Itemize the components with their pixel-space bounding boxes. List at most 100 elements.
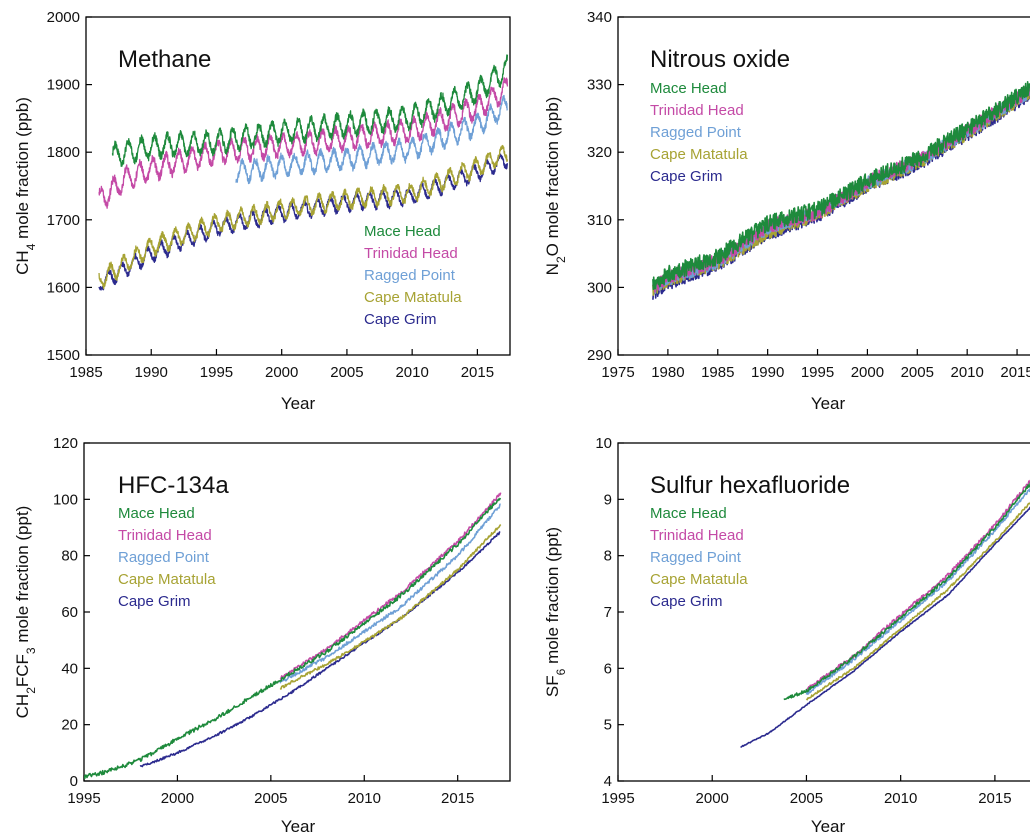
methane-series-cape-matatula [98, 144, 509, 290]
hfc-134a-legend-trinidad-head: Trinidad Head [118, 527, 212, 544]
sulfur-hexafluoride-series-trinidad-head [806, 479, 1030, 691]
methane-y-tick-label: 1500 [47, 347, 80, 364]
sulfur-hexafluoride-series-cape-grim [740, 506, 1030, 748]
hfc-134a-x-tick-label: 2010 [348, 790, 381, 807]
nitrous-oxide-series-mace-head [652, 80, 1030, 291]
nitrous-oxide-x-tick-label: 1990 [751, 364, 784, 381]
hfc-134a-series-cape-grim [139, 531, 501, 768]
nitrous-oxide-y-tick-label: 300 [587, 279, 612, 296]
hfc-134a-panel: HFC-134a Year CH2FCF3 mole fraction (ppt… [13, 435, 511, 836]
sulfur-hexafluoride-y-tick-label: 6 [604, 660, 612, 677]
sulfur-hexafluoride-panel-title: Sulfur hexafluoride [650, 472, 850, 499]
hfc-134a-y-tick-label: 40 [61, 660, 78, 677]
nitrous-oxide-legend-cape-grim: Cape Grim [650, 168, 723, 185]
nitrous-oxide-axis-ticks: 1975 1980 1985 1990 1995 2000 2005 2010 2015 290 3… [587, 9, 1030, 381]
nitrous-oxide-legend: Mace Head Trinidad Head Ragged Point Cape M… [650, 80, 748, 185]
methane-y-tick-label: 1600 [47, 279, 80, 296]
methane-legend-trinidad-head: Trinidad Head [364, 245, 458, 262]
sulfur-hexafluoride-legend-cape-grim: Cape Grim [650, 593, 723, 610]
hfc-134a-y-tick-label: 120 [53, 435, 78, 452]
hfc-134a-y-tick-label: 100 [53, 491, 78, 508]
nitrous-oxide-legend-ragged-point: Ragged Point [650, 124, 742, 141]
hfc-134a-legend-cape-matatula: Cape Matatula [118, 571, 216, 588]
sulfur-hexafluoride-y-tick-label: 5 [604, 717, 612, 734]
sulfur-hexafluoride-legend-ragged-point: Ragged Point [650, 549, 742, 566]
sulfur-hexafluoride-x-tick-label: 1995 [601, 790, 634, 807]
nitrous-oxide-legend-mace-head: Mace Head [650, 80, 727, 97]
hfc-134a-legend-mace-head: Mace Head [118, 505, 195, 522]
hfc-134a-y-tick-label: 20 [61, 717, 78, 734]
methane-x-tick-label: 2005 [330, 364, 363, 381]
hfc-134a-axis-ticks: 1995 2000 2005 2010 2015 0 20 40 60 80 100 120 [53, 435, 474, 807]
hfc-134a-legend-ragged-point: Ragged Point [118, 549, 210, 566]
sulfur-hexafluoride-series-ragged-point [805, 487, 1030, 695]
methane-y-tick-label: 2000 [47, 9, 80, 26]
methane-series-ragged-point [235, 94, 508, 185]
methane-x-axis-title: Year [281, 394, 316, 413]
hfc-134a-legend: Mace Head Trinidad Head Ragged Point Cape M… [118, 505, 216, 610]
nitrous-oxide-panel-title: Nitrous oxide [650, 46, 790, 73]
nitrous-oxide-y-axis-title: N2O mole fraction (ppb) [543, 97, 568, 276]
methane-x-tick-label: 2015 [461, 364, 494, 381]
methane-x-tick-label: 1985 [69, 364, 102, 381]
nitrous-oxide-legend-cape-matatula: Cape Matatula [650, 146, 748, 163]
hfc-134a-x-tick-label: 2015 [441, 790, 474, 807]
methane-x-tick-label: 2000 [265, 364, 298, 381]
methane-plot-frame [85, 16, 511, 356]
hfc-134a-y-tick-label: 80 [61, 548, 78, 565]
hfc-134a-legend-cape-grim: Cape Grim [118, 593, 191, 610]
nitrous-oxide-x-tick-label: 1980 [651, 364, 684, 381]
hfc-134a-y-axis-title: CH2FCF3 mole fraction (ppt) [13, 506, 38, 719]
methane-y-tick-label: 1800 [47, 144, 80, 161]
nitrous-oxide-y-tick-label: 320 [587, 144, 612, 161]
sulfur-hexafluoride-x-tick-label: 2015 [978, 790, 1011, 807]
nitrous-oxide-x-tick-label: 2000 [851, 364, 884, 381]
nitrous-oxide-y-tick-label: 310 [587, 212, 612, 229]
nitrous-oxide-x-tick-label: 2005 [901, 364, 934, 381]
methane-series-trinidad-head [98, 77, 509, 209]
hfc-134a-x-tick-label: 2000 [161, 790, 194, 807]
methane-x-tick-label: 1995 [200, 364, 233, 381]
sulfur-hexafluoride-y-axis-title: SF6 mole fraction (ppt) [543, 527, 568, 697]
hfc-134a-series [84, 492, 502, 780]
sulfur-hexafluoride-legend-mace-head: Mace Head [650, 505, 727, 522]
hfc-134a-panel-title: HFC-134a [118, 472, 229, 499]
nitrous-oxide-x-tick-label: 1975 [601, 364, 634, 381]
nitrous-oxide-series [652, 80, 1030, 300]
sulfur-hexafluoride-axis-ticks: 1995 2000 2005 2010 2015 4 5 6 7 8 9 10 [595, 435, 1011, 807]
methane-y-tick-label: 1900 [47, 77, 80, 94]
nitrous-oxide-x-tick-label: 2015 [1000, 364, 1030, 381]
methane-panel: Methane Year CH4 mole fraction (ppb) 198… [13, 9, 511, 413]
sulfur-hexafluoride-series [740, 479, 1030, 748]
hfc-134a-x-tick-label: 1995 [67, 790, 100, 807]
sulfur-hexafluoride-x-axis-title: Year [811, 817, 846, 836]
methane-legend-mace-head: Mace Head [364, 223, 441, 240]
sulfur-hexafluoride-y-tick-label: 7 [604, 604, 612, 621]
methane-y-tick-label: 1700 [47, 212, 80, 229]
methane-series-mace-head [111, 54, 509, 167]
sulfur-hexafluoride-series-mace-head [783, 482, 1030, 701]
sulfur-hexafluoride-series-cape-matatula [805, 501, 1030, 701]
methane-axis-ticks: 1985 1990 1995 2000 2005 2010 2015 1500 1600 1700… [47, 9, 494, 381]
sulfur-hexafluoride-panel: Sulfur hexafluoride Year SF6 mole fracti… [543, 435, 1030, 836]
nitrous-oxide-legend-trinidad-head: Trinidad Head [650, 102, 744, 119]
hfc-134a-x-axis-title: Year [281, 817, 316, 836]
sulfur-hexafluoride-x-tick-label: 2010 [884, 790, 917, 807]
hfc-134a-y-tick-label: 60 [61, 604, 78, 621]
nitrous-oxide-y-tick-label: 290 [587, 347, 612, 364]
nitrous-oxide-x-axis-title: Year [811, 394, 846, 413]
sulfur-hexafluoride-y-tick-label: 9 [604, 491, 612, 508]
sulfur-hexafluoride-legend: Mace Head Trinidad Head Ragged Point Cape M… [650, 505, 748, 610]
methane-series [98, 54, 509, 291]
methane-legend: Mace Head Trinidad Head Ragged Point Cape M… [364, 223, 462, 328]
methane-legend-cape-matatula: Cape Matatula [364, 289, 462, 306]
nitrous-oxide-plot-frame [617, 16, 1030, 356]
nitrous-oxide-y-tick-label: 330 [587, 77, 612, 94]
nitrous-oxide-x-tick-label: 1985 [701, 364, 734, 381]
sulfur-hexafluoride-x-tick-label: 2005 [790, 790, 823, 807]
nitrous-oxide-x-tick-label: 1995 [801, 364, 834, 381]
hfc-134a-series-mace-head [84, 497, 502, 780]
nitrous-oxide-panel: Nitrous oxide Year N2O mole fraction (pp… [543, 9, 1030, 413]
methane-x-tick-label: 1990 [135, 364, 168, 381]
sulfur-hexafluoride-y-tick-label: 8 [604, 548, 612, 565]
